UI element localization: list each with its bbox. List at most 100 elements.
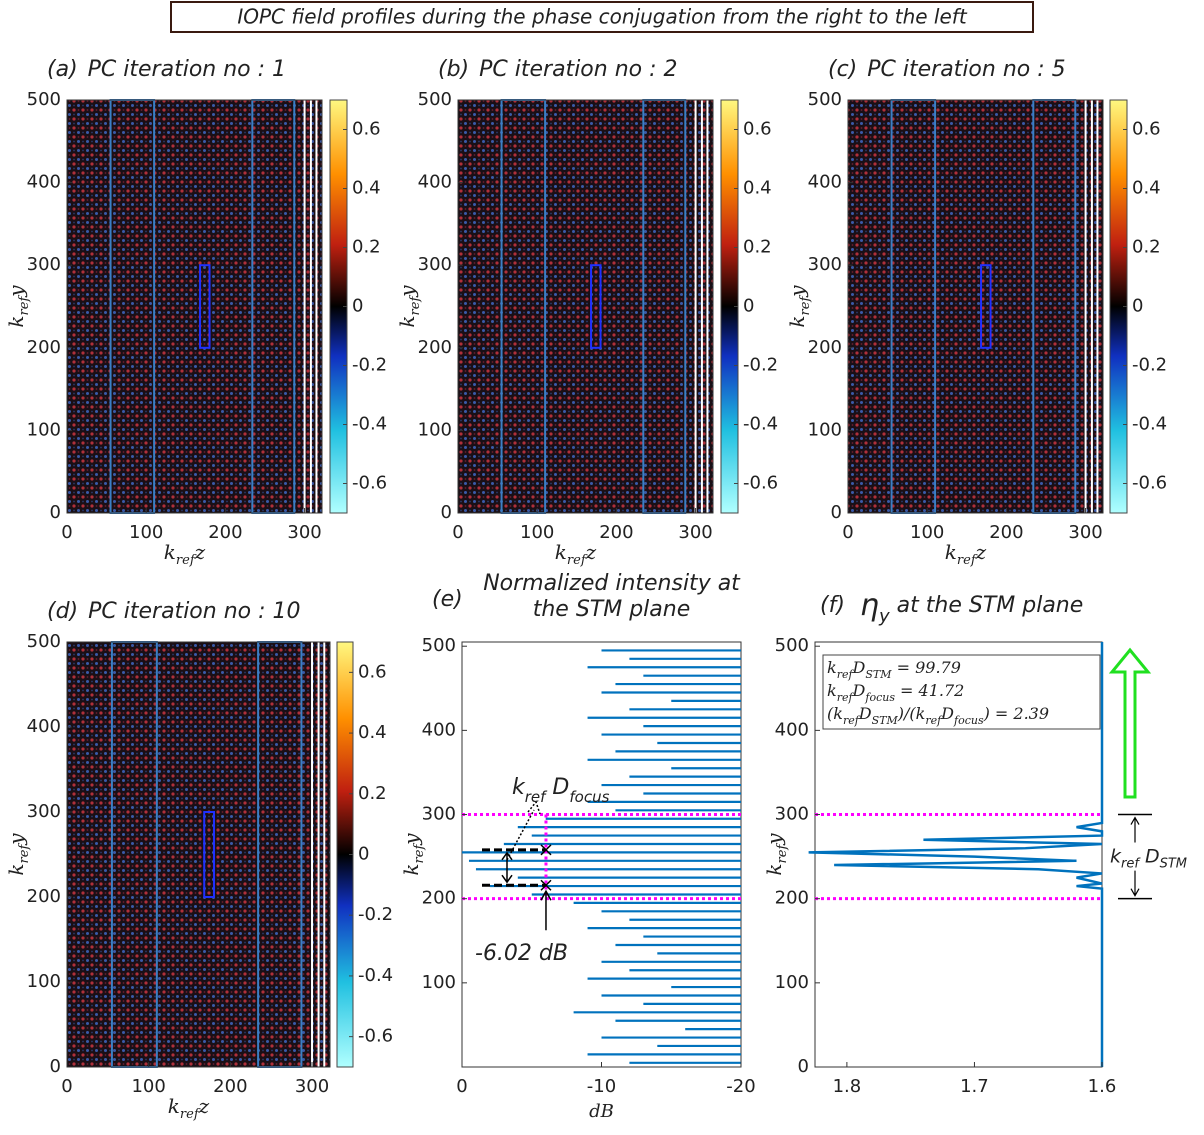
y-axis-label-part: y bbox=[4, 285, 28, 298]
figure-title: IOPC field profiles during the phase con… bbox=[237, 5, 967, 29]
colorbar-tick-label: 0.2 bbox=[1132, 237, 1161, 258]
stm-arrows bbox=[1130, 816, 1140, 897]
stm-box bbox=[203, 811, 216, 898]
panel-title: (c) PC iteration no : 5 bbox=[828, 57, 1066, 82]
y-axis-label-sub: ref bbox=[412, 843, 427, 864]
y-axis-label: krefy bbox=[4, 285, 33, 328]
y-axis-label-sub: ref bbox=[775, 843, 790, 864]
panel-title-text: PC iteration no : 10 bbox=[88, 599, 300, 624]
colorbar-tick-label: 0 bbox=[743, 296, 754, 317]
colorbar-tick-label: 0.4 bbox=[352, 178, 381, 199]
y-tick-label: 0 bbox=[798, 1056, 809, 1077]
colorbar-tick-label: 0.2 bbox=[358, 783, 387, 804]
y-axis-label: krefy bbox=[762, 833, 791, 876]
field-image bbox=[67, 642, 330, 1067]
y-tick-label: 400 bbox=[775, 719, 809, 740]
x-tick-label: 0 bbox=[452, 522, 463, 543]
x-axis-label-sub: ref bbox=[567, 553, 588, 568]
y-axis-label-part: y bbox=[785, 285, 809, 298]
focus-marker bbox=[540, 879, 552, 891]
y-axis-label: krefy bbox=[785, 285, 814, 328]
stm-box bbox=[980, 264, 992, 349]
panel-title-part: at the STM plane bbox=[890, 593, 1084, 618]
x-axis-label-sub: ref bbox=[957, 553, 978, 568]
colorbar-tick-label: 0 bbox=[1132, 296, 1143, 317]
info-line-part: (k bbox=[827, 704, 843, 723]
colorbar-tick-label: 0.6 bbox=[352, 119, 381, 140]
x-axis-label-part: k bbox=[555, 540, 567, 564]
direction-arrow bbox=[1108, 647, 1152, 799]
y-axis-label-part: k bbox=[395, 315, 419, 327]
x-tick-label: 300 bbox=[678, 522, 712, 543]
info-line-part: D bbox=[852, 658, 866, 677]
y-axis-label: krefy bbox=[395, 285, 424, 328]
focus-label-part: D bbox=[545, 775, 569, 800]
y-axis-label-part: y bbox=[4, 833, 28, 846]
info-line-sub: ref bbox=[837, 668, 855, 681]
x-axis-label-sub: ref bbox=[180, 1107, 201, 1122]
y-tick-label: 300 bbox=[808, 254, 842, 275]
x-tick-label: -20 bbox=[726, 1076, 755, 1097]
info-line-part: = 41.72 bbox=[895, 681, 964, 700]
info-box bbox=[822, 654, 1101, 730]
x-tick-label: 100 bbox=[910, 522, 944, 543]
x-axis-label-part: k bbox=[945, 540, 957, 564]
y-tick-label: 200 bbox=[418, 337, 452, 358]
y-axis-label-part: k bbox=[4, 315, 28, 327]
y-tick-label: 200 bbox=[27, 337, 61, 358]
colorbar-tick-label: 0.2 bbox=[352, 237, 381, 258]
info-line-part: D bbox=[852, 681, 866, 700]
colorbar-tick-label: -0.2 bbox=[1132, 355, 1167, 376]
y-tick-label: 200 bbox=[775, 888, 809, 909]
y-tick-label: 500 bbox=[418, 89, 452, 110]
y-tick-label: 0 bbox=[50, 1056, 61, 1077]
colorbar-tick-label: 0 bbox=[358, 844, 369, 865]
y-tick-label: 400 bbox=[422, 719, 456, 740]
colorbar-tick-label: -0.6 bbox=[1132, 473, 1167, 494]
x-tick-label: 200 bbox=[599, 522, 633, 543]
x-tick-label: 100 bbox=[129, 522, 163, 543]
y-tick-label: 300 bbox=[418, 254, 452, 275]
x-axis-label: krefz bbox=[164, 540, 206, 569]
eta-curve bbox=[808, 642, 1104, 1067]
colorbar-tick-label: -0.4 bbox=[1132, 414, 1167, 435]
y-tick-label: 500 bbox=[27, 89, 61, 110]
y-tick-label: 100 bbox=[27, 419, 61, 440]
stm-label-sub: ref bbox=[1121, 857, 1141, 872]
info-line-sub: focus bbox=[864, 691, 895, 704]
field-image bbox=[458, 100, 713, 513]
info-line: krefDfocus = 41.72 bbox=[827, 681, 964, 704]
colorbar-tick-label: 0.6 bbox=[1132, 119, 1161, 140]
x-tick-label: 1.8 bbox=[833, 1076, 862, 1097]
y-tick-label: 300 bbox=[422, 804, 456, 825]
y-axis-label-part: k bbox=[762, 863, 786, 875]
info-line-part: k bbox=[827, 681, 837, 700]
x-tick-label: 300 bbox=[295, 1076, 329, 1097]
y-tick-label: 500 bbox=[422, 635, 456, 656]
panel-label: (b) bbox=[438, 57, 469, 82]
x-axis-label: krefz bbox=[168, 1094, 210, 1123]
x-axis-label-part: k bbox=[164, 540, 176, 564]
x-axis-label: krefz bbox=[945, 540, 987, 569]
panel-label: (a) bbox=[47, 57, 78, 82]
x-axis-label-part: z bbox=[198, 1094, 210, 1118]
panel-title: ηy at the STM plane bbox=[860, 588, 1083, 627]
x-tick-label: 1.7 bbox=[960, 1076, 989, 1097]
x-tick-label: 200 bbox=[213, 1076, 247, 1097]
y-tick-label: 500 bbox=[775, 635, 809, 656]
panel-title: (d) PC iteration no : 10 bbox=[47, 599, 301, 624]
y-axis-label-part: y bbox=[399, 833, 423, 846]
stm-box bbox=[590, 264, 602, 349]
panel-title: (b) PC iteration no : 2 bbox=[438, 57, 678, 82]
y-tick-label: 500 bbox=[808, 89, 842, 110]
info-line-part: D bbox=[858, 704, 872, 723]
y-tick-label: 400 bbox=[808, 172, 842, 193]
plot-frame bbox=[457, 99, 714, 514]
x-axis-label: dB bbox=[589, 1101, 614, 1122]
panel-label: (d) bbox=[47, 599, 78, 624]
panel-title-text: PC iteration no : 5 bbox=[867, 57, 1065, 82]
colorbar-tick-label: -0.4 bbox=[358, 965, 393, 986]
y-tick-label: 200 bbox=[27, 886, 61, 907]
colorbar-tick-label: 0.4 bbox=[358, 722, 387, 743]
plot-frame bbox=[66, 99, 323, 514]
